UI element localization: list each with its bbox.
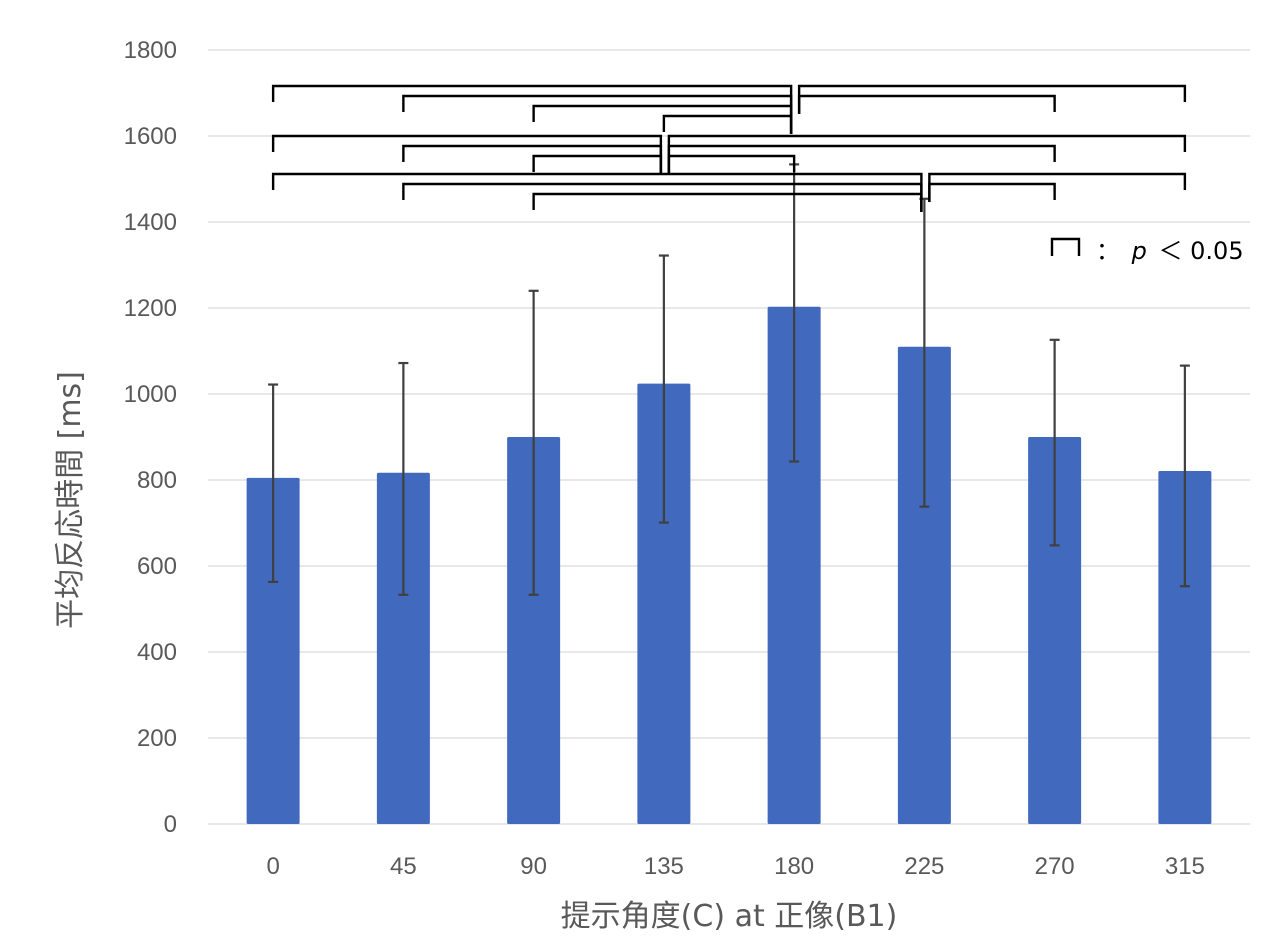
- significance-bracket: [402, 144, 663, 174]
- significance-bracket: [402, 182, 923, 212]
- bars: [246, 306, 1212, 825]
- bar-270: [1028, 437, 1082, 824]
- legend: ： p ＜ 0.05: [1050, 237, 1244, 265]
- significance-bracket: [532, 104, 793, 134]
- x-tick-label: 90: [520, 853, 547, 880]
- legend-comparator: ＜: [1159, 237, 1183, 265]
- legend-colon: ：: [1096, 237, 1120, 265]
- y-tick-label: 200: [137, 725, 177, 752]
- y-tick-label: 1600: [124, 123, 177, 150]
- x-tick-label: 270: [1035, 853, 1075, 880]
- error-bar-45: [398, 361, 409, 596]
- x-tick-label: 225: [904, 853, 944, 880]
- error-bars: [268, 163, 1190, 596]
- bar-45: [376, 472, 430, 824]
- significance-bracket: [532, 192, 923, 212]
- significance-bracket: [667, 144, 1056, 174]
- legend-bracket-icon: [1050, 237, 1081, 256]
- significance-bracket: [928, 182, 1056, 202]
- legend-threshold: 0.05: [1190, 237, 1243, 265]
- x-axis-ticks: 0 45 90 135 180 225 270 315: [266, 853, 1204, 880]
- y-tick-label: 800: [137, 467, 177, 494]
- legend-p-symbol: p: [1131, 237, 1147, 265]
- error-bar-135: [658, 254, 669, 524]
- bar-315: [1158, 470, 1212, 824]
- bar-0: [246, 477, 300, 824]
- x-tick-label: 45: [390, 853, 417, 880]
- y-axis-ticks: 0 200 400 600 800 1000 1200 1400 1600 1800: [124, 37, 177, 838]
- significance-bracket: [928, 172, 1187, 202]
- error-bar-315: [1179, 364, 1190, 588]
- significance-bracket: [532, 154, 663, 174]
- x-tick-label: 0: [266, 853, 279, 880]
- x-tick-label: 315: [1165, 853, 1205, 880]
- significance-bracket: [797, 84, 1187, 114]
- bar-90: [507, 437, 561, 824]
- bar-135: [637, 383, 691, 824]
- y-tick-label: 400: [137, 639, 177, 666]
- y-axis-title: 平均反応時間 [ms]: [53, 371, 88, 629]
- y-tick-label: 0: [164, 811, 177, 838]
- significance-bracket: [271, 84, 793, 134]
- significance-bracket: [662, 114, 793, 134]
- error-bar-270: [1049, 338, 1060, 547]
- significance-brackets: [271, 84, 1187, 212]
- bar-225: [897, 346, 951, 824]
- x-axis-title: 提示角度(C) at 正像(B1): [561, 899, 898, 934]
- x-tick-label: 180: [774, 853, 814, 880]
- significance-bracket: [667, 154, 796, 174]
- y-tick-label: 1800: [124, 37, 177, 64]
- y-tick-label: 1200: [124, 295, 177, 322]
- y-tick-label: 1000: [124, 381, 177, 408]
- svg-text:： p ＜: ： p ＜ 0.05: [1096, 237, 1244, 265]
- error-bar-90: [528, 289, 539, 596]
- y-tick-label: 1400: [124, 209, 177, 236]
- significance-bracket: [797, 94, 1056, 114]
- y-tick-label: 600: [137, 553, 177, 580]
- x-tick-label: 135: [644, 853, 684, 880]
- grid-lines: [208, 49, 1250, 825]
- bar-180: [767, 306, 821, 825]
- error-bar-0: [268, 383, 279, 584]
